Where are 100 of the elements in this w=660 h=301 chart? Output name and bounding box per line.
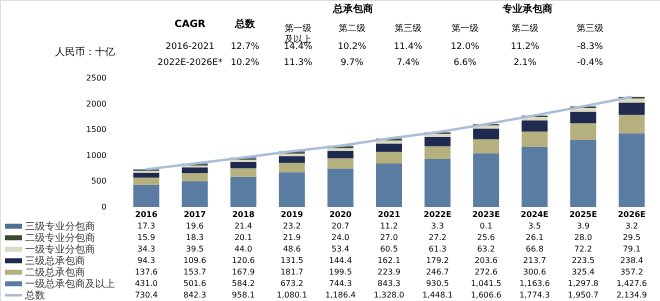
- bar: [278, 162, 305, 172]
- text: 6.6%: [454, 58, 477, 68]
- data-label: 3.9: [576, 221, 590, 230]
- data-label: 179.2: [426, 256, 449, 265]
- data-label: 223.9: [378, 267, 400, 276]
- bar: [182, 173, 208, 182]
- text: 2.1%: [514, 58, 537, 68]
- data-label: 1,163.6: [519, 278, 550, 288]
- data-label: 48.6: [283, 244, 301, 254]
- text: CAGR: [174, 19, 206, 30]
- data-label: 238.4: [620, 256, 644, 265]
- data-label: 3.2: [625, 221, 638, 230]
- legend-label: 二级专业分包商: [25, 232, 95, 244]
- text: 第一级: [452, 23, 478, 34]
- data-label: 53.4: [332, 244, 350, 254]
- data-label: 223.5: [572, 256, 595, 265]
- data-label: 1,328.0: [374, 290, 404, 300]
- data-label: 21.9: [283, 232, 301, 242]
- bar: [230, 176, 256, 207]
- data-label: 60.5: [380, 244, 398, 254]
- data-label: 181.7: [280, 267, 304, 276]
- data-label: 144.4: [329, 256, 352, 265]
- text: 7.4%: [396, 58, 420, 68]
- legend-label: 三级专业分包商: [25, 220, 95, 232]
- text: 12.7%: [230, 42, 260, 52]
- legend-label: 二级总承包商: [25, 266, 85, 278]
- bar: [376, 144, 402, 152]
- data-label: 958.1: [232, 290, 255, 300]
- data-label: 63.2: [477, 244, 495, 254]
- bar: [278, 154, 305, 156]
- bar: [473, 128, 500, 140]
- text: 第三级: [576, 23, 604, 34]
- text: 专业承包商: [502, 3, 552, 15]
- y-tick-label: 2500: [86, 74, 106, 82]
- text: 11.3%: [284, 58, 313, 68]
- data-label: 842.3: [183, 290, 206, 300]
- data-label: 131.5: [280, 256, 304, 265]
- data-label: 1,186.4: [325, 290, 356, 300]
- text: -0.4%: [576, 58, 604, 68]
- data-label: 1,950.7: [568, 290, 598, 300]
- y-axis-title: 人民币：十亿: [55, 46, 115, 58]
- data-label: 325.4: [572, 267, 595, 276]
- data-label: 23.2: [283, 221, 301, 230]
- data-label: 2,134.9: [616, 290, 647, 300]
- data-label: 167.9: [232, 267, 255, 276]
- data-label: 72.2: [574, 244, 592, 254]
- data-label: 1,448.1: [422, 290, 453, 300]
- data-label: 0.1: [480, 221, 492, 230]
- text: 总承包商: [332, 3, 373, 15]
- data-label: 1,427.6: [616, 278, 647, 288]
- bar: [376, 140, 402, 144]
- x-tick-label: 2020: [329, 210, 352, 219]
- x-tick-label: 2026E: [618, 210, 646, 219]
- data-label: 27.2: [428, 232, 446, 242]
- data-label: 3.3: [431, 221, 444, 230]
- text: 2016-2021: [165, 42, 215, 52]
- bar: [376, 163, 402, 207]
- bar: [327, 168, 354, 207]
- text: 9.7%: [340, 58, 364, 68]
- data-label: 39.5: [186, 244, 204, 254]
- x-tick-label: 2025E: [569, 210, 598, 219]
- bar: [182, 181, 208, 207]
- data-label: 25.6: [477, 232, 495, 242]
- data-label: 137.6: [134, 267, 158, 276]
- data-label: 20.7: [332, 221, 350, 230]
- bar: [522, 146, 548, 207]
- bar: [278, 172, 305, 207]
- data-label: 1,774.3: [519, 290, 550, 300]
- data-label: 1,041.5: [470, 278, 502, 288]
- bar: [327, 148, 354, 151]
- text: 10.2%: [230, 58, 260, 68]
- y-tick-label: 500: [91, 176, 106, 186]
- text: 11.4%: [394, 42, 423, 52]
- data-label: 246.7: [426, 267, 449, 276]
- bar: [133, 178, 160, 185]
- text: 10.2%: [338, 42, 367, 52]
- data-label: 79.1: [622, 244, 641, 254]
- data-label: 357.2: [620, 267, 644, 276]
- data-label: 1,606.6: [470, 290, 502, 300]
- bar: [182, 165, 208, 168]
- text: 第三级: [394, 23, 422, 34]
- data-label: 21.4: [234, 221, 252, 230]
- x-tick-label: 2021: [378, 210, 401, 219]
- x-tick-label: 2023E: [472, 210, 500, 219]
- data-label: 24.0: [332, 232, 350, 242]
- data-label: 29.5: [622, 232, 641, 242]
- bar: [133, 184, 160, 207]
- bar: [424, 158, 451, 207]
- legend-label: 一级总承包商及以上: [25, 278, 115, 290]
- bar: [522, 120, 548, 132]
- bar: [473, 153, 500, 207]
- text: 总数: [234, 18, 256, 30]
- bar: [618, 133, 645, 207]
- data-label: 27.0: [380, 232, 398, 242]
- bar: [278, 156, 305, 163]
- bar: [618, 114, 645, 134]
- text: 第二级: [512, 23, 538, 34]
- bar: [570, 112, 596, 124]
- text: 第二级: [338, 23, 366, 34]
- data-label: 61.3: [428, 244, 446, 254]
